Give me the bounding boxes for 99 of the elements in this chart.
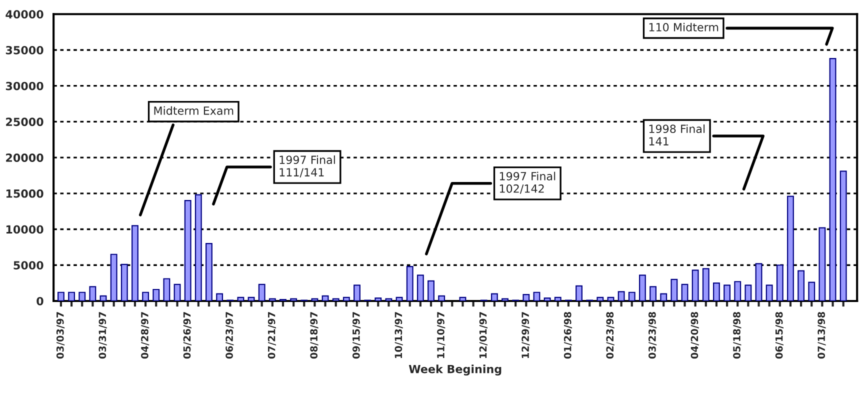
bar: [798, 270, 805, 301]
x-tick-label: 12/29/97: [522, 312, 530, 358]
bar: [174, 284, 181, 301]
bar: [322, 295, 329, 301]
bar: [110, 254, 118, 301]
y-tick-label: 35000: [6, 46, 44, 54]
bar: [100, 295, 107, 301]
bar: [607, 296, 614, 301]
bar: [311, 298, 318, 301]
bar: [734, 281, 742, 301]
bar: [829, 58, 836, 301]
x-tick-label: 06/15/98: [775, 312, 784, 359]
y-tick-label: 0: [36, 296, 44, 306]
bar: [522, 294, 530, 301]
x-tick-label: 03/31/97: [98, 312, 107, 359]
bar: [618, 291, 625, 301]
annotation: Midterm Exam: [154, 106, 234, 115]
x-tick-label: 10/13/97: [394, 312, 403, 358]
y-tick-label: 5000: [14, 261, 44, 270]
x-tick-label: 12/01/97: [479, 312, 488, 358]
bar: [120, 264, 128, 301]
y-tick-label: 10000: [6, 225, 44, 234]
bar: [258, 284, 266, 301]
bar: [290, 298, 298, 301]
bar: [818, 227, 826, 301]
bar: [248, 296, 255, 301]
bar: [194, 194, 202, 301]
y-tick-label: 40000: [6, 10, 44, 19]
bar: [713, 282, 720, 301]
bar: [692, 270, 699, 301]
bar: [808, 282, 816, 301]
bar: [406, 266, 414, 301]
x-tick-label: 11/10/97: [437, 312, 446, 358]
bar: [681, 284, 688, 301]
bar: [268, 298, 276, 301]
annotation: 1998 Final 141: [649, 124, 705, 146]
bar: [132, 225, 138, 301]
bar: [490, 293, 498, 301]
x-tick-label: 09/15/97: [352, 312, 361, 359]
bar: [374, 298, 382, 301]
bar: [385, 298, 392, 301]
bar: [670, 278, 678, 301]
annotation: 110 Midterm: [649, 22, 718, 32]
y-tick-label: 15000: [6, 189, 44, 198]
annotation: 1997 Final 102/142: [500, 172, 556, 194]
x-axis-title: Week Begining: [408, 364, 502, 376]
bar: [766, 284, 773, 301]
bar: [544, 298, 551, 301]
bar: [438, 295, 446, 301]
x-tick-label: 02/23/98: [606, 312, 614, 359]
x-tick-label: 04/28/97: [141, 312, 150, 359]
y-tick-label: 20000: [6, 154, 44, 162]
bar: [58, 292, 64, 301]
x-tick-label: 05/18/98: [733, 312, 742, 359]
x-tick-label: 01/26/98: [564, 312, 572, 359]
bar: [596, 296, 604, 301]
bar: [237, 296, 244, 301]
x-tick-label: 03/03/97: [56, 312, 65, 359]
bar: [650, 286, 656, 301]
bar: [787, 196, 794, 301]
bar: [89, 286, 96, 301]
bar: [396, 296, 403, 301]
y-tick-label: 25000: [6, 118, 44, 126]
bar: [755, 263, 762, 301]
y-tick-label: 30000: [6, 82, 44, 90]
bar: [216, 293, 224, 301]
bar: [206, 243, 212, 301]
bar: [342, 296, 350, 301]
annotation: 1997 Final 111/141: [280, 155, 335, 178]
bar: [776, 264, 784, 301]
bar: [142, 292, 150, 301]
bar: [459, 296, 466, 301]
x-tick-label: 07/21/97: [268, 312, 276, 359]
x-tick-label: 04/20/98: [690, 312, 699, 359]
bar: [660, 293, 668, 301]
bar: [502, 298, 508, 301]
bar: [416, 274, 424, 301]
x-tick-label: 08/18/97: [310, 312, 318, 359]
bar: [78, 292, 86, 301]
bar: [68, 292, 76, 301]
bar: [554, 296, 562, 301]
x-tick-label: 03/23/98: [648, 312, 657, 359]
bar: [184, 200, 192, 301]
bar: [332, 298, 340, 301]
bar: [533, 292, 540, 301]
x-tick-label: 05/26/97: [183, 312, 192, 359]
bar: [152, 288, 160, 301]
bar: [724, 284, 731, 301]
bar: [576, 285, 582, 301]
bar: [163, 278, 170, 301]
bar: [639, 274, 646, 301]
bar: [428, 280, 434, 301]
bar: [354, 284, 360, 301]
x-tick-label: 06/23/97: [226, 312, 234, 359]
bar: [744, 284, 752, 301]
x-tick-label: 07/13/98: [818, 312, 826, 359]
bar: [702, 268, 710, 301]
bar: [628, 292, 636, 301]
bar: [840, 170, 847, 301]
